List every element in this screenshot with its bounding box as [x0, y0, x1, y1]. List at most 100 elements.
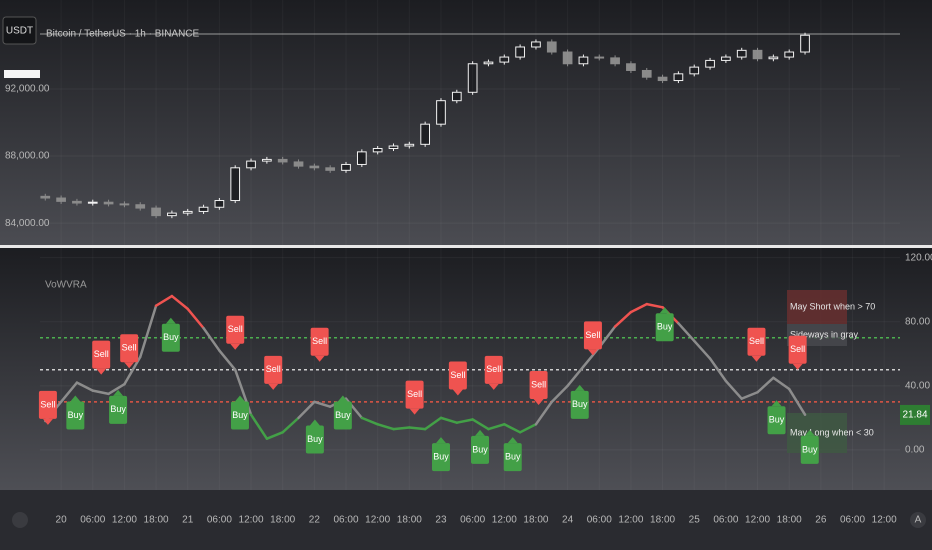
x-tick-label: 12:00 [365, 515, 390, 526]
signal-marker: Sell [747, 327, 766, 362]
signal-label: Sell [486, 364, 501, 374]
signal-pointer [574, 384, 585, 391]
oscillator-segment [756, 376, 775, 394]
signal-pointer [96, 368, 107, 375]
signal-pointer [70, 395, 81, 402]
annotation: May Short when > 70 [790, 301, 875, 311]
signal-marker: Sell [484, 355, 503, 390]
signal-box [109, 395, 128, 424]
oscillator-segment [455, 418, 474, 424]
oscillator-segment [613, 310, 633, 328]
oscillator-segment [423, 416, 443, 431]
signal-marker: Buy [655, 307, 674, 342]
x-tick-label: 12:00 [239, 515, 264, 526]
signal-box [120, 334, 139, 363]
candle-body [40, 195, 51, 199]
oscillator-segment [772, 376, 791, 391]
x-tick-label: 06:00 [333, 515, 358, 526]
candle-body [372, 148, 383, 153]
candle-body [752, 49, 763, 60]
signal-marker: Sell [788, 335, 807, 370]
candle-body [705, 59, 715, 68]
signal-marker: Buy [570, 384, 589, 419]
x-tick-label: 06:00 [207, 515, 232, 526]
signal-label: Sell [531, 379, 546, 389]
candle-body [167, 212, 177, 217]
oscillator-segment [408, 426, 427, 431]
signal-marker: Sell [448, 361, 467, 396]
oscillator-segment [154, 294, 174, 307]
oscillator-segment [439, 416, 459, 424]
signal-box [161, 323, 180, 352]
oscillator-segment [677, 322, 696, 343]
signal-marker: Buy [800, 429, 819, 464]
signal-marker: Sell [405, 380, 424, 415]
oscillator-segment [249, 413, 269, 440]
signal-marker: Buy [767, 400, 786, 435]
candle-body [119, 203, 130, 206]
x-tick-label: 23 [435, 515, 447, 526]
signal-pointer [42, 418, 53, 425]
oscillator-segment [59, 381, 79, 404]
signal-label: Buy [232, 410, 248, 420]
oscillator-segment [629, 302, 648, 314]
candle-body [673, 73, 684, 82]
price-marker [4, 70, 40, 78]
currency-label: USDT [6, 26, 33, 37]
last-value-box [900, 404, 930, 425]
signal-box [333, 401, 352, 430]
currency-button[interactable] [2, 16, 37, 45]
oscillator-segment [392, 426, 411, 431]
x-tick-label: 26 [815, 515, 827, 526]
signal-pointer [587, 349, 598, 356]
x-tick-label: 18:00 [397, 515, 422, 526]
candle-body [420, 123, 431, 145]
time-axis [0, 490, 932, 550]
chart-title: Bitcoin / TetherUS · 1h · BINANCE [46, 29, 200, 40]
auto-label: A [915, 515, 922, 526]
signal-marker: Buy [471, 429, 490, 464]
signal-marker: Buy [230, 395, 249, 430]
x-tick-label: 06:00 [460, 515, 485, 526]
oscillator-segment [518, 423, 538, 434]
zoom-button[interactable] [12, 512, 28, 528]
x-tick-label: 12:00 [492, 515, 517, 526]
signal-marker: Sell [264, 355, 283, 390]
y-tick-label: 80.00 [905, 316, 930, 327]
signal-box [226, 315, 245, 344]
candle-body [436, 100, 446, 125]
signal-label: Buy [657, 322, 673, 332]
candle-body [515, 46, 525, 58]
candle-body [309, 165, 320, 169]
signal-box [583, 321, 602, 350]
signal-box [788, 335, 807, 364]
last-value-label: 21.84 [902, 410, 927, 421]
signal-pointer [314, 355, 325, 362]
y-tick-label: 120.00 [905, 252, 932, 263]
oscillator-segment [91, 389, 110, 396]
signal-box [747, 327, 766, 356]
signal-marker: Buy [431, 437, 450, 472]
signal-pointer [165, 317, 176, 324]
candle-body [578, 56, 589, 65]
auto-button[interactable] [910, 512, 926, 528]
signal-box [405, 380, 424, 409]
oscillator-segment [787, 387, 807, 416]
annotation: May Long when < 30 [790, 427, 874, 437]
signal-box [305, 425, 324, 454]
y-tick-label: 40.00 [905, 380, 930, 391]
x-tick-label: 18:00 [523, 515, 548, 526]
signal-pointer [659, 307, 670, 314]
signal-label: Buy [68, 410, 84, 420]
signal-label: Buy [572, 399, 588, 409]
candle-body [721, 56, 731, 61]
candle-body [483, 61, 494, 65]
signal-pointer [337, 395, 348, 402]
x-tick-label: 22 [309, 515, 321, 526]
candle-body [404, 143, 415, 147]
candle-body [214, 200, 225, 208]
oscillator-segment [724, 379, 743, 400]
x-tick-label: 12:00 [112, 515, 137, 526]
x-tick-label: 24 [562, 515, 574, 526]
